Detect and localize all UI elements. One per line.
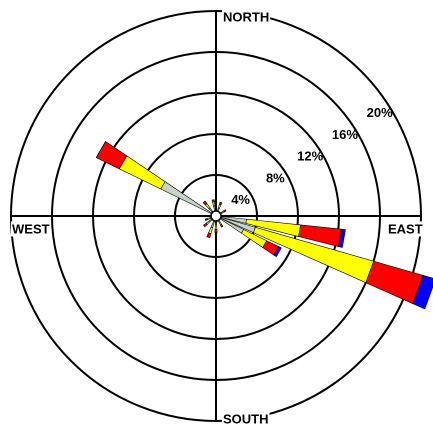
petal-segment [202,200,208,206]
label-background [387,221,424,237]
ring-label: 4% [231,192,250,207]
direction-label: NORTH [223,9,269,24]
petal-segment [273,246,282,258]
petal-segment [214,228,218,233]
direction-label: EAST [388,221,423,236]
ring-label: 20% [367,105,393,120]
center-hole [210,210,222,222]
petal-segment [221,225,224,228]
label-background [222,9,271,25]
ring-label: 16% [332,127,358,142]
direction-label: WEST [12,221,50,236]
petal-segment [211,199,215,203]
petal-segment [214,223,218,230]
petal-segment [412,274,433,310]
petal-segment [212,201,216,207]
petal-segment [203,222,208,228]
petal-segment [202,200,206,203]
petal-segment [95,141,106,158]
ring-label: 8% [266,170,285,185]
petal-segment [225,209,227,212]
label-background [11,221,51,237]
petal-segment [118,155,166,190]
direction-label: SOUTH [223,411,269,426]
petal-segment [204,219,206,221]
petal-segment [337,228,346,248]
ring-label: 12% [297,149,323,164]
petal-segment [206,232,212,239]
label-background [222,411,270,427]
